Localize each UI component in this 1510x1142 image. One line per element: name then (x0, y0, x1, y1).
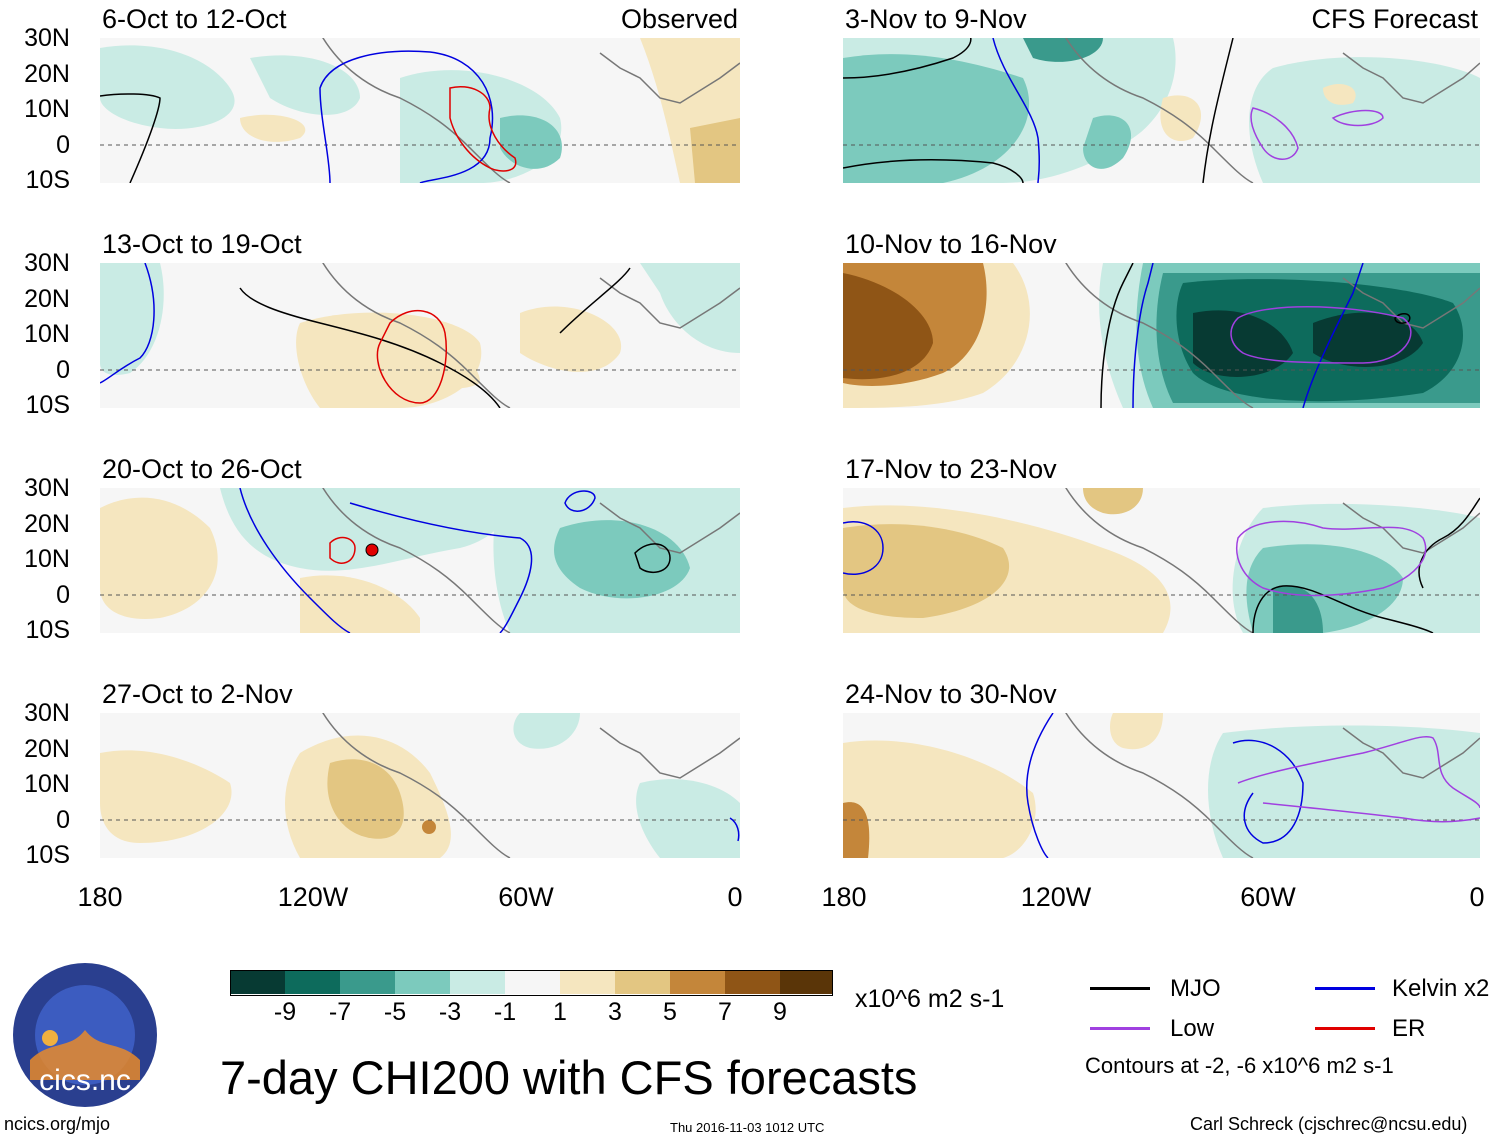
cfs-forecast-header: CFS Forecast (1311, 4, 1478, 34)
lat-label: 10N (24, 770, 70, 798)
colorbar-swatch (670, 970, 725, 994)
map-panel-17nov (843, 488, 1480, 633)
lon-label: 60W (1240, 882, 1296, 912)
lon-label: 120W (277, 882, 349, 912)
lat-label: 20N (24, 735, 70, 763)
lon-label: 60W (498, 882, 554, 912)
lat-label: 10N (24, 95, 70, 123)
colorbar-label: 5 (663, 998, 677, 1026)
colorbar-label: 9 (773, 998, 787, 1026)
map-panel-13oct (100, 263, 740, 408)
panel-title: 20-Oct to 26-Oct (102, 454, 302, 484)
panel-title: 13-Oct to 19-Oct (102, 229, 302, 259)
colorbar-swatch (230, 970, 285, 994)
map-panel-24nov (843, 713, 1480, 858)
colorbar-label: 7 (718, 998, 732, 1026)
lat-label: 0 (56, 806, 70, 834)
legend-line-kelvin (1315, 987, 1375, 990)
lon-label: 120W (1020, 882, 1092, 912)
lon-label: 180 (77, 882, 123, 912)
lat-label: 10S (25, 166, 70, 194)
lon-label: 0 (727, 882, 743, 912)
lat-label: 10N (24, 545, 70, 573)
legend-label-er: ER (1392, 1015, 1426, 1042)
lat-label: 10N (24, 320, 70, 348)
lat-label: 30N (24, 24, 70, 52)
legend-line-mjo (1090, 987, 1150, 990)
colorbar-label: 1 (553, 998, 567, 1026)
lat-label: 30N (24, 699, 70, 727)
colorbar-swatch (395, 970, 450, 994)
colorbar-label: -7 (328, 998, 352, 1026)
colorbar-swatch (505, 970, 560, 994)
legend-label-low: Low (1170, 1015, 1215, 1042)
lat-label: 20N (24, 60, 70, 88)
panel-title: 24-Nov to 30-Nov (845, 679, 1057, 709)
logo-text: cics.nc (39, 1064, 131, 1097)
lat-label: 30N (24, 474, 70, 502)
legend-label-kelvin: Kelvin x2 (1392, 975, 1490, 1002)
colorbar-label: -3 (438, 998, 462, 1026)
contour-note: Contours at -2, -6 x10^6 m2 s-1 (1085, 1053, 1394, 1078)
lat-label: 30N (24, 249, 70, 277)
lat-label: 0 (56, 356, 70, 384)
legend-line-er (1315, 1027, 1375, 1030)
lat-label: 10S (25, 841, 70, 869)
colorbar-label: -1 (493, 998, 517, 1026)
colorbar-label: -9 (273, 998, 297, 1026)
page-title: 7-day CHI200 with CFS forecasts (220, 1051, 918, 1104)
lon-label: 0 (1469, 882, 1485, 912)
footer-url[interactable]: ncics.org/mjo (4, 1114, 111, 1134)
colorbar-swatch (340, 970, 395, 994)
colorbar-swatch (450, 970, 505, 994)
lat-label: 10S (25, 616, 70, 644)
footer-author: Carl Schreck (cjschrec@ncsu.edu) (1190, 1114, 1468, 1134)
lat-label: 20N (24, 510, 70, 538)
colorbar-label: 3 (608, 998, 622, 1026)
lat-label: 0 (56, 581, 70, 609)
lon-label: 180 (821, 882, 867, 912)
legend-label-mjo: MJO (1170, 975, 1221, 1002)
map-panel-20oct (100, 488, 740, 633)
legend-line-low (1090, 1027, 1150, 1030)
footer-timestamp: Thu 2016-11-03 1012 UTC (670, 1120, 825, 1135)
map-panel-6oct (100, 38, 740, 183)
panel-title: 3-Nov to 9-Nov (845, 4, 1027, 34)
cics-logo: cics.nc (13, 963, 157, 1107)
panel-title: 17-Nov to 23-Nov (845, 454, 1057, 484)
colorbar-swatch (780, 970, 832, 994)
observed-header: Observed (620, 4, 738, 34)
panel-title: 27-Oct to 2-Nov (102, 679, 293, 709)
colorbar-frame (230, 970, 833, 996)
colorbar-units: x10^6 m2 s-1 (855, 985, 1005, 1013)
colorbar-swatch (285, 970, 340, 994)
colorbar-swatch (615, 970, 670, 994)
lat-label: 10S (25, 391, 70, 419)
map-panel-10nov (843, 263, 1480, 408)
colorbar-swatch (560, 970, 615, 994)
lat-label: 0 (56, 131, 70, 159)
colorbar-label: -5 (383, 998, 407, 1026)
panel-title: 10-Nov to 16-Nov (845, 229, 1057, 259)
map-panel-27oct (100, 713, 740, 858)
lat-label: 20N (24, 285, 70, 313)
panel-title: 6-Oct to 12-Oct (102, 4, 287, 34)
colorbar-swatch (725, 970, 780, 994)
map-panel-3nov (843, 38, 1480, 183)
